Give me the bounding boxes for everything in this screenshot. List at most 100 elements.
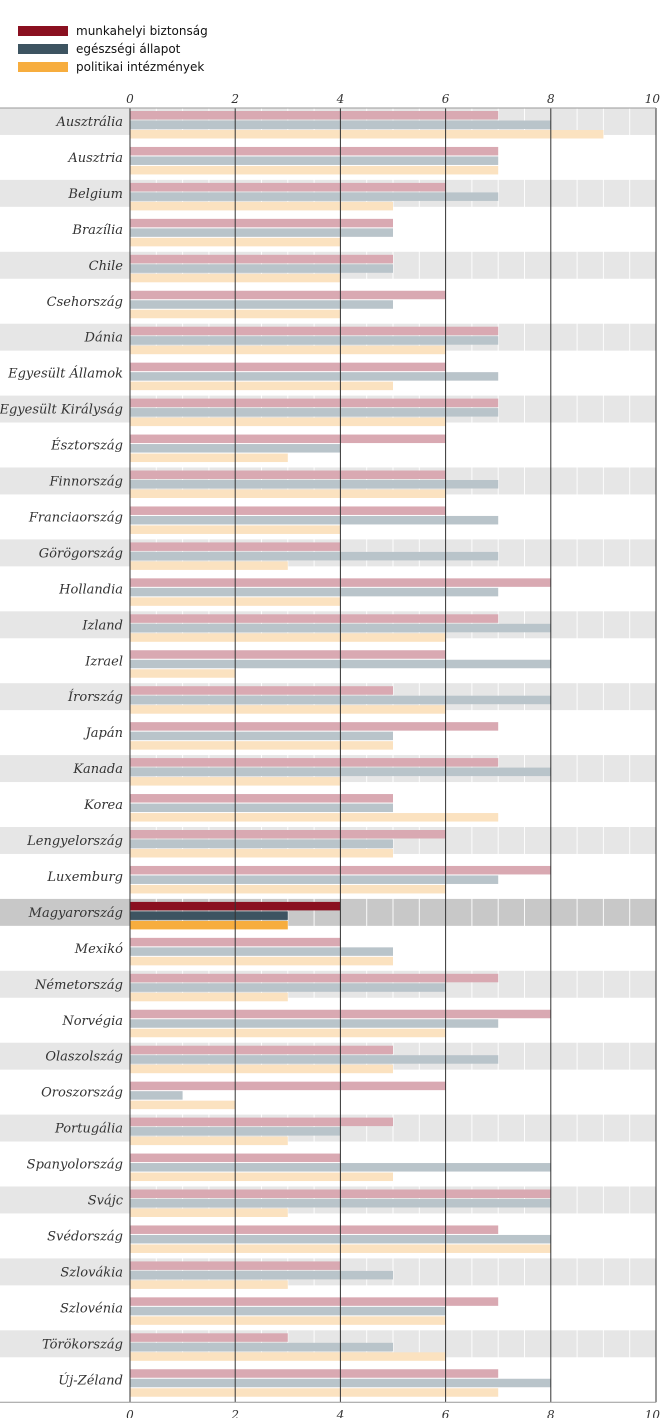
category-label: Oroszország xyxy=(41,1086,123,1101)
bar xyxy=(130,1091,183,1100)
bar xyxy=(130,849,393,858)
bar xyxy=(130,515,499,525)
category-label: Franciaország xyxy=(28,510,123,525)
bar xyxy=(130,1342,393,1352)
bar xyxy=(130,362,446,372)
bar xyxy=(130,1100,236,1110)
bar xyxy=(130,1136,288,1146)
legend-swatch-munkahelyi xyxy=(18,26,68,36)
category-label: Luxemburg xyxy=(46,870,123,885)
x-tick-label-top: 6 xyxy=(442,92,450,106)
bar xyxy=(130,156,499,165)
bar xyxy=(130,372,499,381)
category-label: Portugália xyxy=(54,1122,123,1137)
bar xyxy=(130,417,446,427)
category-label: Chile xyxy=(89,259,124,274)
legend-item: politikai intézmények xyxy=(18,58,208,76)
bar xyxy=(130,758,499,767)
bar xyxy=(130,587,499,597)
x-tick-label-top: 4 xyxy=(336,92,345,106)
category-label: Korea xyxy=(83,798,123,813)
category-label: Szlovénia xyxy=(60,1301,123,1316)
bar xyxy=(130,130,604,139)
category-label: Lengyelország xyxy=(26,834,123,849)
bar xyxy=(130,1117,393,1127)
x-tick-label-top: 8 xyxy=(547,92,555,106)
bar xyxy=(130,551,499,561)
category-label: Csehország xyxy=(47,295,123,310)
category-label: Spanyolország xyxy=(27,1158,123,1173)
x-tick-label-bottom: 0 xyxy=(126,1408,134,1418)
bar xyxy=(130,290,446,300)
category-label: Németország xyxy=(34,978,123,993)
bar xyxy=(130,1333,288,1342)
category-label: Japán xyxy=(83,726,123,741)
x-tick-label-bottom: 6 xyxy=(442,1408,450,1418)
legend-label-munkahelyi: munkahelyi biztonság xyxy=(76,24,208,38)
bar xyxy=(130,254,393,264)
bar xyxy=(130,983,446,992)
category-label: Egyesült Királyság xyxy=(0,403,123,418)
category-label: Belgium xyxy=(67,187,123,202)
legend: munkahelyi biztonság egészségi állapot p… xyxy=(18,22,208,76)
bar xyxy=(130,300,393,309)
bar xyxy=(130,830,446,839)
category-label: Svédország xyxy=(47,1229,123,1244)
bar xyxy=(130,839,393,848)
category-label: Görögország xyxy=(39,546,123,561)
bar xyxy=(130,973,499,983)
bar xyxy=(130,1045,393,1055)
bar xyxy=(130,408,499,417)
bar xyxy=(130,470,446,479)
bar xyxy=(130,398,499,408)
legend-item: egészségi állapot xyxy=(18,40,208,58)
x-tick-label-top: 10 xyxy=(645,92,661,106)
category-label: Izrael xyxy=(84,654,123,669)
legend-swatch-egeszsegi xyxy=(18,44,68,54)
bar xyxy=(130,182,446,192)
bar xyxy=(130,1306,446,1316)
category-label: Írország xyxy=(67,689,123,705)
category-label: Egyesült Államok xyxy=(7,366,123,382)
category-label: Ausztrália xyxy=(55,115,123,130)
bar xyxy=(130,111,499,120)
bar xyxy=(130,1280,288,1289)
category-label: Dánia xyxy=(84,331,123,346)
legend-swatch-politikai xyxy=(18,62,68,72)
bar xyxy=(130,1297,499,1306)
category-label: Észtország xyxy=(50,438,123,454)
bar xyxy=(130,650,446,659)
category-label: Új-Zéland xyxy=(58,1371,123,1388)
bar xyxy=(130,453,288,463)
category-label: Mexikó xyxy=(74,942,123,957)
bar xyxy=(130,561,288,570)
bar xyxy=(130,956,393,966)
bar xyxy=(130,1055,499,1064)
bar xyxy=(130,1270,393,1280)
category-label: Törökország xyxy=(42,1337,123,1352)
bar xyxy=(130,1208,288,1217)
bar xyxy=(130,731,393,741)
bar xyxy=(130,1064,393,1074)
legend-label-egeszsegi: egészségi állapot xyxy=(76,42,181,56)
x-tick-label-bottom: 10 xyxy=(645,1408,661,1418)
category-label: Brazília xyxy=(71,223,123,238)
bar xyxy=(130,794,393,803)
bar xyxy=(130,1081,446,1091)
category-label: Finnország xyxy=(48,475,123,490)
bar xyxy=(130,480,499,489)
bar xyxy=(130,201,393,211)
bar xyxy=(130,228,393,237)
category-label: Szlovákia xyxy=(60,1265,123,1280)
x-tick-label-bottom: 2 xyxy=(230,1408,239,1418)
bar xyxy=(130,1369,499,1378)
bar xyxy=(130,813,499,822)
bar xyxy=(130,192,499,201)
category-label: Norvégia xyxy=(61,1014,123,1029)
x-tick-label-bottom: 4 xyxy=(336,1408,345,1418)
category-label: Izland xyxy=(81,618,123,633)
bar xyxy=(130,345,446,355)
bar xyxy=(130,1225,499,1234)
bar xyxy=(130,1028,446,1038)
